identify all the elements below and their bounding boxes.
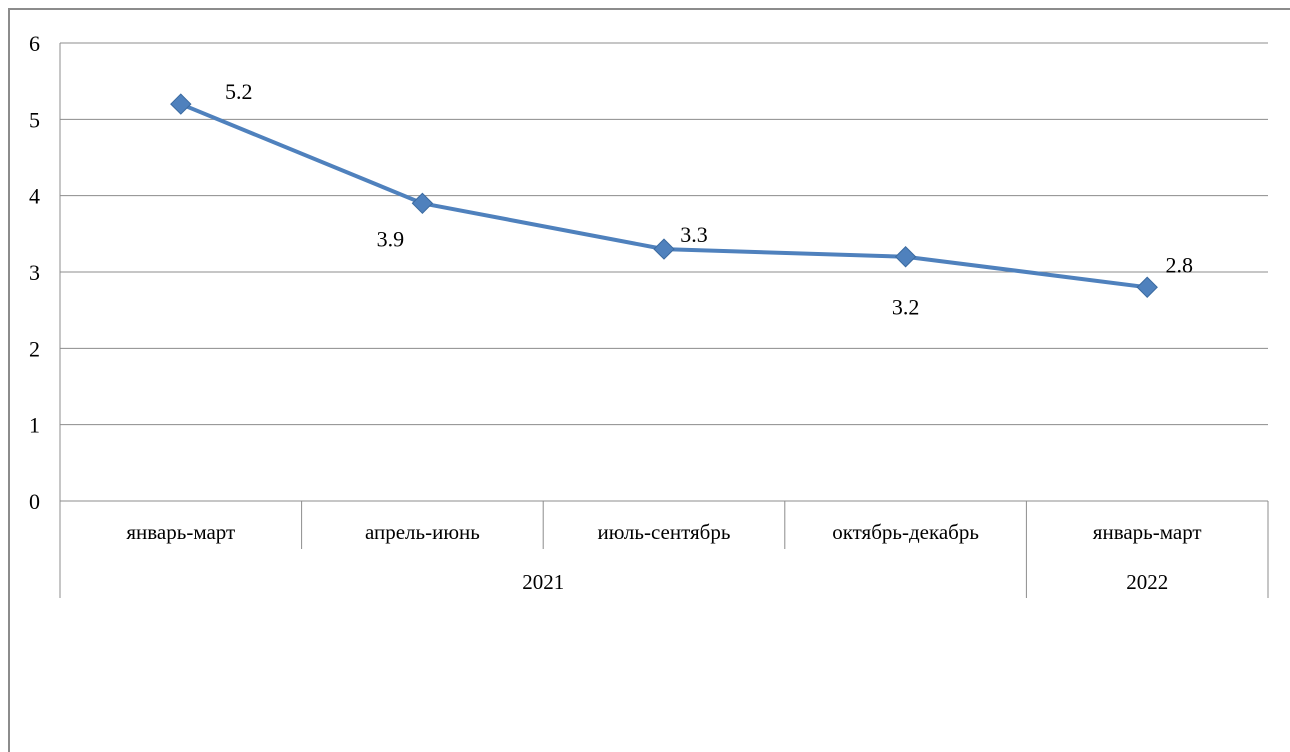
- category-label: январь-март: [1093, 520, 1202, 544]
- y-tick-label: 0: [29, 489, 40, 514]
- data-labels: 5.2 3.9 3.3 3.2 2.8: [225, 79, 1193, 320]
- category-labels: январь-март апрель-июнь июль-сентябрь октяб…: [126, 520, 1201, 544]
- y-tick-label: 2: [29, 336, 40, 361]
- x-axis: [59, 43, 1269, 598]
- data-point-marker: [1136, 276, 1158, 298]
- group-labels: 2021 2022: [522, 570, 1168, 594]
- data-label: 3.2: [892, 295, 920, 320]
- y-axis-ticks: 0 1 2 3 4 5 6: [29, 31, 40, 514]
- category-label: октябрь-декабрь: [832, 520, 979, 544]
- y-tick-label: 5: [29, 107, 40, 132]
- y-tick-label: 6: [29, 31, 40, 56]
- category-label: январь-март: [126, 520, 235, 544]
- category-label: июль-сентябрь: [598, 520, 731, 544]
- data-point-marker: [653, 238, 675, 260]
- chart-frame: [8, 8, 1290, 752]
- data-label: 5.2: [225, 79, 253, 104]
- markers: [170, 93, 1158, 298]
- data-label: 3.3: [680, 222, 708, 247]
- data-point-marker: [170, 93, 192, 115]
- y-tick-label: 1: [29, 413, 40, 438]
- group-label: 2022: [1126, 570, 1168, 594]
- category-label: апрель-июнь: [365, 520, 480, 544]
- data-point-marker: [411, 192, 434, 215]
- y-tick-label: 4: [29, 184, 40, 209]
- y-tick-label: 3: [29, 260, 40, 285]
- data-label: 3.9: [377, 226, 405, 251]
- gridlines: [60, 42, 1268, 502]
- data-label: 2.8: [1165, 252, 1193, 277]
- data-point-marker: [894, 246, 917, 268]
- group-label: 2021: [522, 570, 564, 594]
